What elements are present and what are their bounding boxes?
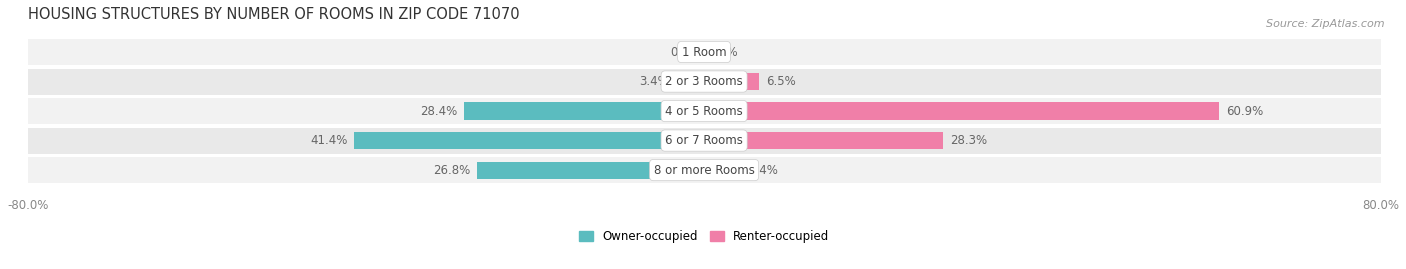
Text: 8 or more Rooms: 8 or more Rooms (654, 164, 755, 176)
Bar (675, 73, 704, 90)
Bar (704, 102, 1219, 120)
Text: 28.4%: 28.4% (420, 105, 457, 118)
Text: 6.5%: 6.5% (766, 75, 796, 88)
Text: 6 or 7 Rooms: 6 or 7 Rooms (665, 134, 742, 147)
Text: 0.0%: 0.0% (671, 45, 700, 59)
Bar (478, 161, 704, 179)
Text: 1 Room: 1 Room (682, 45, 727, 59)
Bar (354, 132, 704, 149)
Text: 28.3%: 28.3% (950, 134, 987, 147)
Text: 60.9%: 60.9% (1226, 105, 1263, 118)
Bar (704, 161, 741, 179)
Bar (28, 98, 1381, 124)
Text: 41.4%: 41.4% (309, 134, 347, 147)
Text: HOUSING STRUCTURES BY NUMBER OF ROOMS IN ZIP CODE 71070: HOUSING STRUCTURES BY NUMBER OF ROOMS IN… (28, 7, 519, 22)
Bar (28, 157, 1381, 183)
Bar (704, 132, 943, 149)
Text: 4.4%: 4.4% (748, 164, 778, 176)
Text: 2 or 3 Rooms: 2 or 3 Rooms (665, 75, 742, 88)
Text: 0.0%: 0.0% (709, 45, 738, 59)
Text: 26.8%: 26.8% (433, 164, 471, 176)
Bar (464, 102, 704, 120)
Text: 3.4%: 3.4% (638, 75, 669, 88)
Bar (28, 128, 1381, 154)
Bar (704, 73, 759, 90)
Legend: Owner-occupied, Renter-occupied: Owner-occupied, Renter-occupied (579, 230, 830, 243)
Text: 4 or 5 Rooms: 4 or 5 Rooms (665, 105, 742, 118)
Bar (28, 39, 1381, 65)
Text: Source: ZipAtlas.com: Source: ZipAtlas.com (1267, 19, 1385, 29)
Bar (28, 69, 1381, 94)
